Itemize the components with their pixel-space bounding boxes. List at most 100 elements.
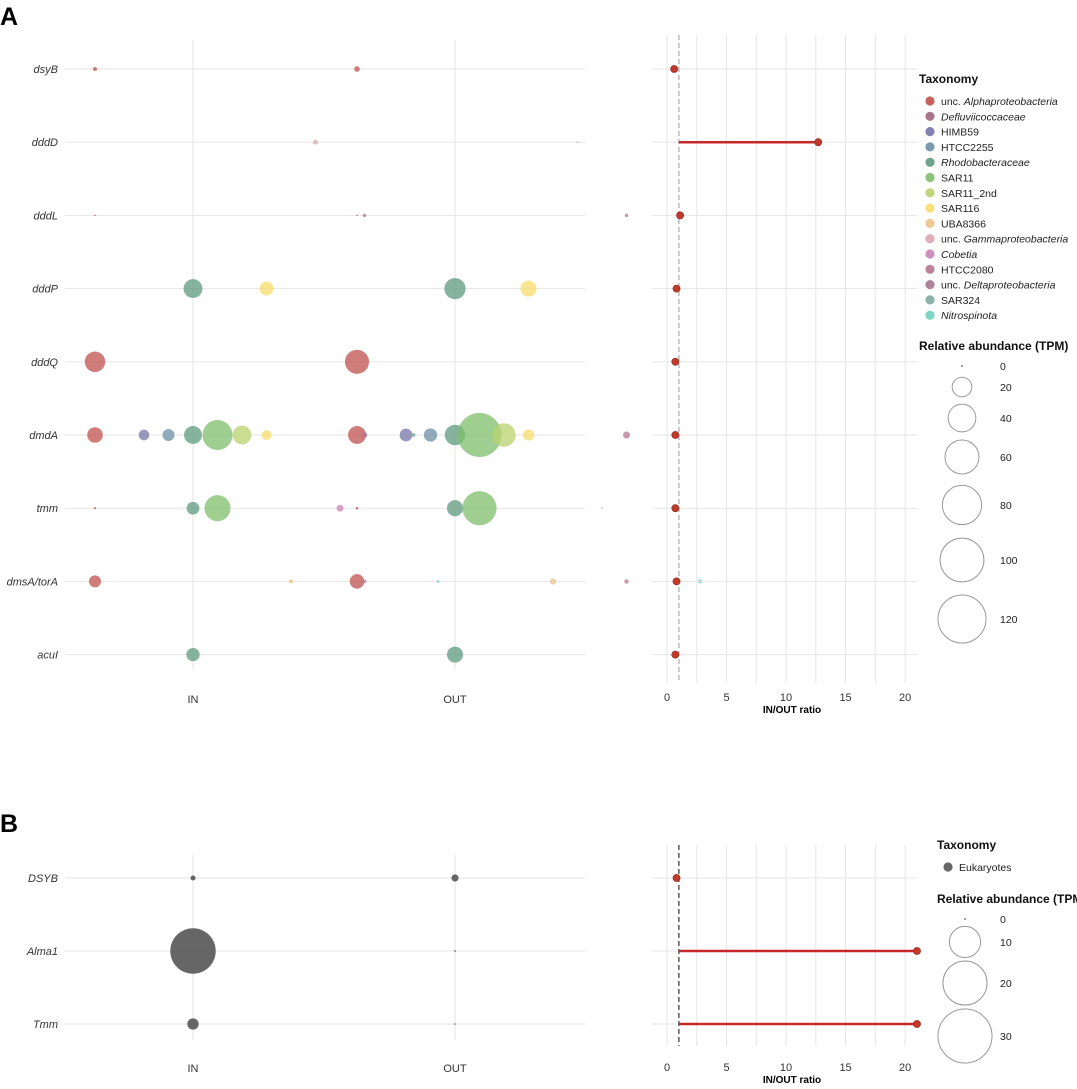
bubble-dsyb-unc-alphaproteobacteria-out: [354, 66, 360, 72]
ratio-axis-title: IN/OUT ratio: [763, 1075, 821, 1086]
bubble-dmda-htcc2255-in: [162, 428, 175, 442]
bubble-tmm-eukaryotes-in: [187, 1018, 199, 1030]
legend-taxonomy-title: Taxonomy: [919, 72, 978, 86]
legend-label-defluviicoccaceae: Defluviicoccaceae: [941, 111, 1026, 123]
bubble-dmda-htcc2255-out: [423, 428, 438, 442]
legend-label-eukaryotes: Eukaryotes: [959, 862, 1012, 874]
bubble-tmm-unc-alphaproteobacteria-in: [93, 507, 97, 510]
ratio-tick-5: 5: [723, 692, 729, 704]
legend-label-sar11: SAR11: [941, 173, 974, 185]
gene-label-acui: acuI: [37, 650, 58, 662]
bubble-tmm-rhodobacteraceae-in: [186, 501, 200, 515]
legend-label-rhodobacteraceae: Rhodobacteraceae: [941, 157, 1030, 169]
ratio-tick-0: 0: [664, 1062, 670, 1074]
legend-size-circle-80: [941, 484, 983, 526]
bubble-alma1-eukaryotes-in: [170, 928, 216, 974]
legend-swatch-sar116: [925, 203, 935, 213]
ratio-point-acui: [671, 650, 680, 659]
bubble-alma1-eukaryotes-out: [454, 950, 456, 952]
condition-label-in: IN: [188, 1063, 199, 1075]
legend-size-label-0: 0: [1000, 914, 1006, 926]
bubble-dddd-unc-gammaproteobacteria-out: [576, 141, 579, 144]
legend-swatch-htcc2255: [925, 142, 935, 152]
ratio-point-dddq: [671, 357, 680, 366]
legend-swatch-sar11: [925, 172, 935, 183]
legend-size-circle-120: [937, 594, 987, 644]
ratio-tick-5: 5: [723, 1062, 729, 1074]
legend-label-himb59: HIMB59: [941, 127, 979, 139]
ratio-tick-15: 15: [839, 1062, 851, 1074]
gene-label-tmm: tmm: [37, 503, 58, 515]
ratio-tick-20: 20: [899, 692, 911, 704]
legend-swatch-himb59: [925, 127, 935, 137]
ratio-point-dddd: [814, 138, 823, 147]
bubble-tmm-rhodobacteraceae-out: [446, 500, 464, 517]
ratio-point-tmm: [913, 1020, 921, 1028]
legend-size-label-30: 30: [1000, 1031, 1012, 1043]
bubble-dmda-htcc2080-in: [361, 432, 368, 438]
legend-swatch-unc-gammaproteobacteria: [925, 234, 935, 244]
legend-size-title: Relative abundance (TPM): [919, 339, 1068, 353]
legend-label-unc-gammaproteobacteria: unc. Gammaproteobacteria: [941, 234, 1068, 246]
bubble-dddl-unc-alphaproteobacteria-out: [356, 214, 358, 217]
legend-label-sar11-2nd: SAR11_2nd: [941, 188, 997, 200]
ratio-tick-0: 0: [664, 692, 670, 704]
bubble-dddq-unc-alphaproteobacteria-out: [344, 349, 370, 374]
bubble-tmm-sar11-in: [204, 495, 231, 522]
legend-size-title: Relative abundance (TPM): [937, 892, 1077, 906]
gene-label-alma1: Alma1: [26, 946, 58, 958]
panel-letter-a: A: [0, 3, 18, 31]
ratio-tick-10: 10: [780, 1062, 792, 1074]
bubble-dmda-htcc2080-out: [623, 431, 630, 439]
legend-size-circle-0: [963, 917, 967, 921]
legend-size-circle-100: [939, 537, 985, 583]
bubble-dddp-sar116-in: [259, 281, 274, 296]
bubble-dsyb-unc-alphaproteobacteria-in: [92, 66, 98, 72]
bubble-dddl-unc-alphaproteobacteria-in: [94, 214, 96, 217]
bubble-dmda-sar11-out: [457, 413, 502, 457]
bubble-tmm-eukaryotes-out: [454, 1023, 456, 1025]
bubble-dddp-sar116-out: [520, 280, 537, 297]
bubble-dddp-rhodobacteraceae-in: [183, 279, 203, 299]
legend-size-label-20: 20: [1000, 978, 1012, 990]
legend-swatch-sar11-2nd: [925, 188, 935, 198]
bubble-dsyb-eukaryotes-in: [190, 875, 196, 881]
legend-label-uba8366: UBA8366: [941, 218, 986, 230]
ratio-point-dddp: [672, 284, 681, 293]
ratio-plot-b: 0 5 10 15 20 IN/OUT ratio: [652, 845, 921, 1086]
panel-letter-b: B: [0, 810, 18, 838]
legend-swatch-htcc2080: [925, 264, 935, 274]
legend-size-circle-40: [947, 403, 977, 433]
legend-swatch-nitrospinota: [925, 310, 935, 320]
ratio-point-dsyb: [670, 65, 679, 73]
ratio-axis-title: IN/OUT ratio: [763, 705, 821, 716]
legend-size-label-80: 80: [1000, 500, 1012, 512]
legend-size-circle-20: [951, 376, 973, 398]
ratio-point-dddl: [676, 211, 684, 220]
gene-label-dsyb: DSYB: [28, 873, 58, 885]
legend-label-htcc2080: HTCC2080: [941, 264, 994, 276]
legend-swatch-cobetia: [925, 249, 935, 259]
bubble-dddl-htcc2080-in: [362, 213, 367, 218]
legend-b: Taxonomy Eukaryotes Relative abundance (TP…: [937, 838, 1077, 1064]
bubble-dmsa-tora-unc-alphaproteobacteria-in: [88, 575, 102, 588]
legend-size-circle-10: [948, 925, 982, 959]
bubble-plot-a: dsyB dddD dddL dddP dddQ dmdA tmm dmsA/torA acuI…: [7, 40, 703, 706]
legend-taxonomy-title: Taxonomy: [937, 838, 996, 852]
gene-label-dmda: dmdA: [29, 430, 58, 442]
gene-label-dddl: dddL: [34, 210, 58, 222]
bubble-dmda-himb59-in: [138, 429, 150, 441]
legend-size-label-120: 120: [1000, 614, 1018, 626]
bubble-dmda-sar116-out: [522, 429, 535, 441]
legend-label-cobetia: Cobetia: [941, 249, 977, 261]
legend-size-label-10: 10: [1000, 937, 1012, 949]
legend-swatch-sar324: [925, 295, 935, 305]
bubble-dddq-unc-alphaproteobacteria-in: [84, 351, 106, 373]
bubble-dmda-unc-alphaproteobacteria-in: [87, 427, 103, 443]
bubble-dmsa-tora-htcc2080-out: [624, 579, 629, 584]
bubble-dmsa-tora-uba8366-out: [549, 578, 557, 585]
bubble-tmm-unc-alphaproteobacteria-out: [355, 506, 359, 510]
bubble-dmda-sar11-2nd-in: [232, 425, 252, 445]
bubble-dsyb-eukaryotes-out: [451, 874, 459, 882]
legend-label-sar116: SAR116: [941, 203, 979, 215]
